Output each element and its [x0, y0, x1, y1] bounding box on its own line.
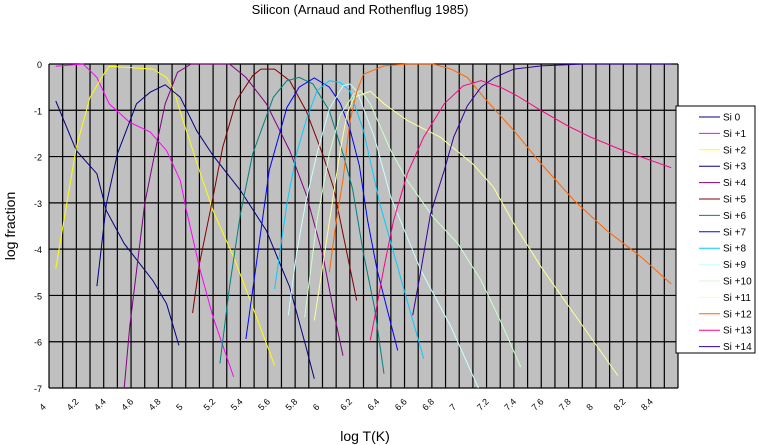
x-tick-label: 7.4 [502, 396, 518, 412]
legend-label: Si +6 [723, 211, 747, 222]
x-tick-label: 5.2 [201, 396, 217, 412]
x-tick-label: 4.2 [65, 396, 81, 412]
y-tick-label: 0 [37, 60, 42, 70]
x-tick-label: 7.8 [557, 396, 573, 412]
x-tick-label: 7.2 [475, 396, 491, 412]
x-tick-label: 6.6 [393, 396, 409, 412]
y-tick-label: -1 [34, 106, 42, 116]
legend-label: Si +2 [723, 145, 747, 156]
series-line-siplus12 [328, 63, 672, 285]
y-axis-label: log fraction [2, 192, 18, 260]
legend-label: Si +4 [723, 178, 747, 189]
series-line-siplus4 [123, 63, 344, 389]
legend-label: Si +13 [723, 326, 752, 337]
x-tick-label: 6.8 [420, 396, 436, 412]
legend-label: Si +9 [723, 260, 747, 271]
legend-label: Si 0 [723, 113, 741, 124]
legend-label: Si +1 [723, 129, 747, 140]
chart-title: Silicon (Arnaud and Rothenflug 1985) [252, 2, 469, 17]
y-tick-label: -5 [34, 291, 42, 301]
y-tick-labels: 0 -1 -2 -3 -4 -5 -6 -7 [34, 60, 42, 394]
y-tick-label: -7 [34, 384, 42, 394]
legend-label: Si +3 [723, 162, 747, 173]
x-tick-label: 8 [584, 402, 595, 413]
x-tick-label: 4.6 [119, 396, 135, 412]
series-line-siplus5 [192, 68, 358, 314]
legend-label: Si +12 [723, 309, 752, 320]
x-axis-label: log T(K) [340, 428, 390, 444]
x-tick-label: 5.8 [283, 396, 299, 412]
series-line-siplus13 [369, 80, 672, 341]
x-tick-label: 7.6 [530, 396, 546, 412]
series-line-siplus8 [274, 80, 425, 359]
x-tick-label: 6.4 [366, 396, 382, 412]
series-line-siplus6 [219, 76, 385, 374]
series-line-siplus7 [245, 77, 399, 351]
series-line-siplus1 [55, 63, 235, 378]
y-tick-label: -6 [34, 338, 42, 348]
legend-box [675, 105, 756, 354]
legend-label: Si +14 [723, 342, 752, 353]
x-tick-label: 4.4 [92, 396, 108, 412]
series-line-siplus3 [96, 84, 315, 379]
y-tick-label: -2 [34, 153, 42, 163]
x-tick-label: 4.8 [147, 396, 163, 412]
y-tick-label: -4 [34, 245, 42, 255]
grid-lines [48, 63, 679, 389]
x-tick-label: 5 [174, 402, 185, 413]
x-tick-labels: 4 4.2 4.4 4.6 4.8 5 5.2 5.4 5.6 5.8 6 6.2 6.4 6.6 6.8 7… [37, 396, 655, 412]
legend-label: Si +5 [723, 195, 747, 206]
x-tick-label: 5.6 [256, 396, 272, 412]
x-tick-label: 7 [448, 402, 459, 413]
x-tick-label: 5.4 [229, 396, 245, 412]
series-line-siplus11 [313, 90, 619, 376]
legend-label: Si +10 [723, 277, 752, 288]
legend-label: Si +8 [723, 244, 747, 255]
x-tick-label: 4 [37, 402, 48, 413]
legend-label: Si +7 [723, 227, 747, 238]
legend: Si 0 Si +1 Si +2 Si +3 Si +4 Si +5 Si +6 Si +7 S… [675, 105, 756, 354]
y-tick-label: -3 [34, 199, 42, 209]
x-tick-label: 8.4 [639, 396, 655, 412]
series-line-siplus14 [412, 63, 672, 316]
x-tick-label: 8.2 [612, 396, 628, 412]
series-line-siplus10 [304, 90, 522, 368]
series-line-si0 [55, 100, 180, 346]
x-tick-label: 6.2 [338, 396, 354, 412]
legend-label: Si +11 [723, 293, 751, 304]
x-tick-label: 6 [311, 402, 322, 413]
series-line-siplus2 [55, 65, 276, 366]
series-lines [55, 63, 672, 389]
